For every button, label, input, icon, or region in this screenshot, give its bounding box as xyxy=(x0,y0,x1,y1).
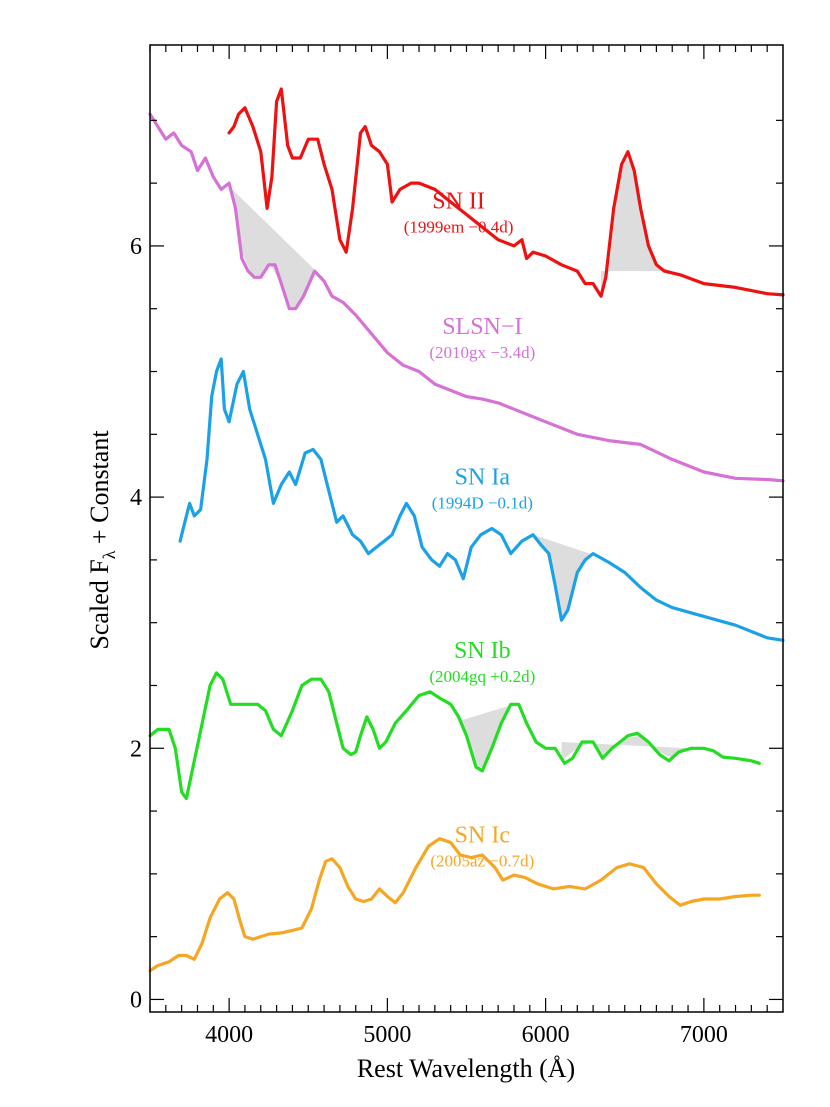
y-tick-label: 6 xyxy=(130,234,142,260)
y-tick-label: 4 xyxy=(130,485,142,511)
x-tick-label: 5000 xyxy=(363,1022,411,1048)
axis-tick-labels: 4000 5000 6000 7000 0 2 4 6 xyxy=(130,234,728,1048)
shaded-region-sn-ia-2 xyxy=(533,534,590,621)
axis-ticks xyxy=(149,45,783,1012)
shaded-region-sn-ib-4 xyxy=(561,735,688,761)
label-sub-slsn-i: (2010gx −3.4d) xyxy=(429,343,535,362)
label-sub-sn-ic: (2005az −0.7d) xyxy=(430,851,534,870)
y-axis-label-subscript: λ xyxy=(99,550,119,559)
x-tick-label: 6000 xyxy=(522,1022,570,1048)
label-sub-sn-ii: (1999em −0.4d) xyxy=(404,217,514,236)
spectrum-sn-ic xyxy=(148,837,761,973)
label-sub-sn-ib: (2004gq +0.2d) xyxy=(429,667,535,686)
y-axis-label-rest: + Constant xyxy=(85,430,114,551)
spectrum-sn-ia xyxy=(178,357,785,642)
label-sn-ia: SN Ia xyxy=(455,465,511,491)
label-sn-ib: SN Ib xyxy=(454,638,511,664)
y-tick-label: 0 xyxy=(130,987,142,1013)
spectrum-lines xyxy=(148,87,785,973)
y-axis-label: Scaled Fλ + Constant xyxy=(85,430,119,650)
label-sub-sn-ia: (1994D −0.1d) xyxy=(432,494,533,513)
series-labels: SN II (1999em −0.4d) SLSN−I (2010gx −3.4d) S… xyxy=(404,188,536,870)
label-sn-ic: SN Ic xyxy=(455,822,510,848)
spectrum-slsn-i xyxy=(148,112,785,483)
x-tick-label: 7000 xyxy=(680,1022,728,1048)
y-tick-label: 2 xyxy=(130,736,142,762)
x-tick-label: 4000 xyxy=(205,1022,253,1048)
spectrum-sn-ib xyxy=(148,671,761,801)
spectrum-sn-ii xyxy=(227,87,785,298)
x-axis-label: Rest Wavelength (Å) xyxy=(357,1054,575,1083)
shaded-region-sn-ib-3 xyxy=(460,704,514,770)
label-slsn-i: SLSN−I xyxy=(442,314,522,340)
shaded-region-slsn-i-1 xyxy=(232,189,317,309)
y-axis-label-main: Scaled F xyxy=(85,559,114,649)
label-sn-ii: SN II xyxy=(432,188,485,214)
